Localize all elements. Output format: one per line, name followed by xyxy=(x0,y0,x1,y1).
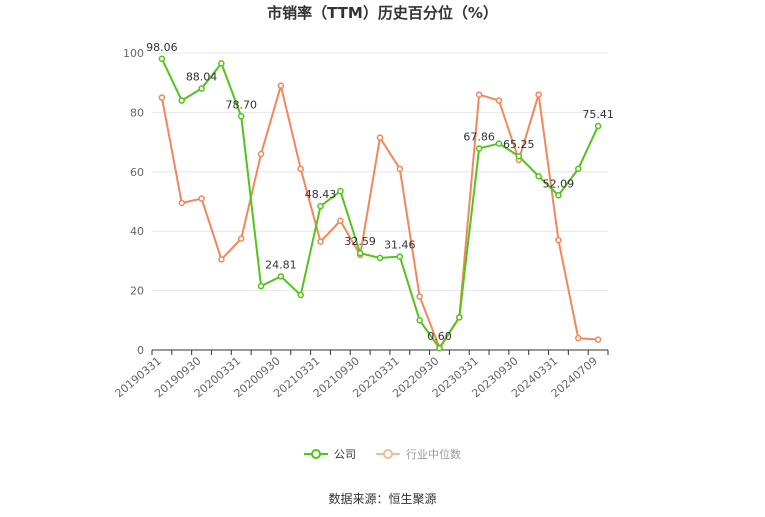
company-point xyxy=(495,140,503,147)
company-point xyxy=(317,202,324,210)
industry-point xyxy=(337,217,344,225)
data-label: 65.25 xyxy=(503,138,535,151)
company-point xyxy=(376,254,384,262)
company-point xyxy=(337,187,344,195)
legend-item-company[interactable]: 公司 xyxy=(304,446,356,462)
data-label: 24.81 xyxy=(265,258,297,271)
company-point xyxy=(178,97,185,104)
industry-point xyxy=(297,165,304,173)
company-point xyxy=(416,317,423,324)
company-point xyxy=(456,314,463,321)
y-tick-label: 100 xyxy=(123,47,144,60)
industry-point xyxy=(237,235,245,242)
company-point xyxy=(594,122,602,130)
industry-point xyxy=(257,150,265,158)
series-industry xyxy=(158,81,602,351)
data-label: 78.70 xyxy=(225,98,257,111)
grid-lines xyxy=(152,52,608,292)
legend-industry-icon xyxy=(376,449,400,459)
company-point xyxy=(297,291,304,299)
legend: 公司 行业中位数 xyxy=(0,446,765,462)
company-point xyxy=(475,145,483,152)
y-tick-label: 60 xyxy=(130,166,144,179)
industry-point xyxy=(535,91,542,98)
company-point xyxy=(356,249,364,257)
company-point xyxy=(555,192,562,199)
data-label: 75.41 xyxy=(582,108,614,121)
industry-point xyxy=(575,334,582,342)
company-point xyxy=(436,344,443,352)
chart-title: 市销率（TTM）历史百分位（%） xyxy=(267,4,498,22)
legend-item-industry[interactable]: 行业中位数 xyxy=(376,446,461,462)
y-tick-label: 0 xyxy=(137,344,144,357)
industry-point xyxy=(178,199,185,207)
company-point xyxy=(198,85,205,92)
industry-point xyxy=(475,91,483,98)
x-axis: 2019033120190930202003312020093020210331… xyxy=(113,349,609,400)
industry-point xyxy=(416,293,423,300)
data-label: 0.60 xyxy=(427,330,452,343)
data-label: 32.59 xyxy=(344,235,376,248)
y-tick-label: 40 xyxy=(130,225,144,238)
industry-point xyxy=(317,238,324,245)
industry-line xyxy=(160,81,599,350)
company-point xyxy=(158,55,166,63)
y-tick-labels: 0 20 40 60 80 100 xyxy=(123,47,144,357)
data-source: 数据来源：恒生聚源 xyxy=(328,492,437,506)
y-tick-label: 80 xyxy=(130,106,144,119)
company-point xyxy=(257,282,265,290)
industry-point xyxy=(555,236,562,244)
company-point xyxy=(515,152,523,160)
data-label: 52.09 xyxy=(543,177,575,190)
y-tick-label: 20 xyxy=(130,285,144,298)
legend-company-icon xyxy=(304,449,328,459)
data-label: 98.06 xyxy=(146,41,178,54)
industry-point xyxy=(218,256,225,263)
data-label: 67.86 xyxy=(463,130,495,143)
industry-point xyxy=(158,94,166,101)
company-point xyxy=(396,253,404,260)
company-point xyxy=(277,273,285,280)
industry-point xyxy=(594,336,602,343)
industry-point xyxy=(277,82,285,89)
data-labels: 98.06 88.04 78.70 24.81 48.43 32.59 31.46 0.60 6… xyxy=(146,41,614,343)
series-company xyxy=(158,55,602,352)
legend-label-industry: 行业中位数 xyxy=(406,448,461,461)
industry-point xyxy=(396,165,404,173)
company-point xyxy=(237,113,245,120)
data-label: 31.46 xyxy=(384,239,416,252)
company-point xyxy=(218,60,225,67)
line-chart: 0 20 40 60 80 100 201903312019093020200331202… xyxy=(113,41,614,401)
industry-point xyxy=(198,195,205,202)
data-label: 48.43 xyxy=(305,188,337,201)
company-point xyxy=(575,165,582,173)
industry-point xyxy=(376,134,384,141)
industry-point xyxy=(495,97,503,104)
data-label: 88.04 xyxy=(186,71,218,84)
company-point xyxy=(535,173,542,180)
legend-label-company: 公司 xyxy=(334,448,356,461)
